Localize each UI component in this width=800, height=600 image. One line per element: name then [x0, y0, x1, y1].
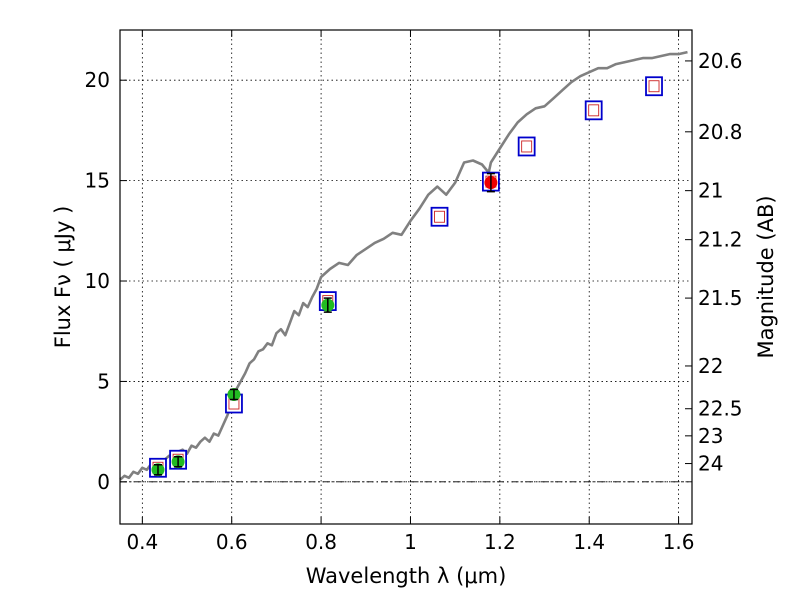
- right-tick-label: 21.2: [698, 228, 743, 252]
- x-axis-label: Wavelength λ (μm): [306, 564, 507, 588]
- model-photometry-box: [517, 136, 536, 157]
- x-tick-label: 1.4: [573, 530, 605, 554]
- x-tick-label: 1.6: [663, 530, 695, 554]
- y-axis-label: Flux Fν ( μJy ): [51, 206, 75, 349]
- right-tick-label: 22.5: [698, 397, 743, 421]
- x-tick-label: 0.6: [216, 530, 248, 554]
- model-photometry-inner-box: [521, 140, 533, 153]
- right-tick-label: 20.8: [698, 120, 743, 144]
- plot-frame: [119, 29, 693, 525]
- model-photometry-inner-box: [434, 210, 445, 223]
- right-tick-label: 21.5: [698, 286, 743, 310]
- y-tick-label: 10: [85, 269, 110, 293]
- x-tick-label: 1: [404, 530, 417, 554]
- tick-labels: 0.4 0.6 0.8 1 1.2 1.4 1.6 0 5 10 15 20 20.6 20.8 21 21.…: [85, 49, 743, 554]
- model-photometry-inner-box: [648, 80, 660, 93]
- right-tick-label: 23: [698, 424, 723, 448]
- right-tick-label: 22: [698, 354, 723, 378]
- model-photometry-box: [584, 100, 603, 121]
- observed-photometry-points: [151, 172, 498, 477]
- y-tick-label: 5: [97, 369, 110, 393]
- model-photometry-box: [430, 206, 449, 227]
- x-tick-label: 0.8: [305, 530, 337, 554]
- right-tick-label: 21: [698, 179, 723, 203]
- axis-ticks: [120, 30, 692, 524]
- y-tick-label: 20: [85, 68, 110, 92]
- x-tick-label: 0.4: [126, 530, 158, 554]
- right-tick-label: 20.6: [698, 49, 743, 73]
- y-tick-label: 15: [85, 169, 110, 193]
- grid-lines: [120, 30, 692, 524]
- x-tick-label: 1.2: [484, 530, 516, 554]
- y-tick-label: 0: [97, 470, 110, 494]
- right-tick-label: 24: [698, 452, 723, 476]
- right-axis-label: Magnitude (AB): [754, 195, 778, 358]
- model-photometry-inner-box: [588, 104, 600, 117]
- model-photometry-box: [645, 76, 663, 97]
